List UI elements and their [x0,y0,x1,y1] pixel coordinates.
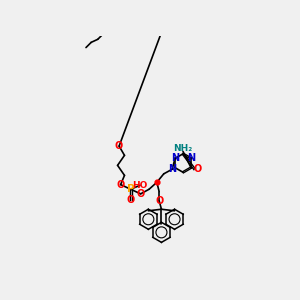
Text: N: N [171,153,179,164]
Text: N: N [187,153,195,164]
Text: O: O [116,180,125,190]
Text: O: O [136,189,145,199]
Text: P: P [127,184,134,194]
Text: HO: HO [132,181,148,190]
Text: O: O [155,196,163,206]
Text: O: O [127,195,135,205]
Text: O: O [115,141,123,151]
Text: NH₂: NH₂ [173,144,193,153]
Text: O: O [194,164,202,174]
Text: N: N [168,164,176,174]
